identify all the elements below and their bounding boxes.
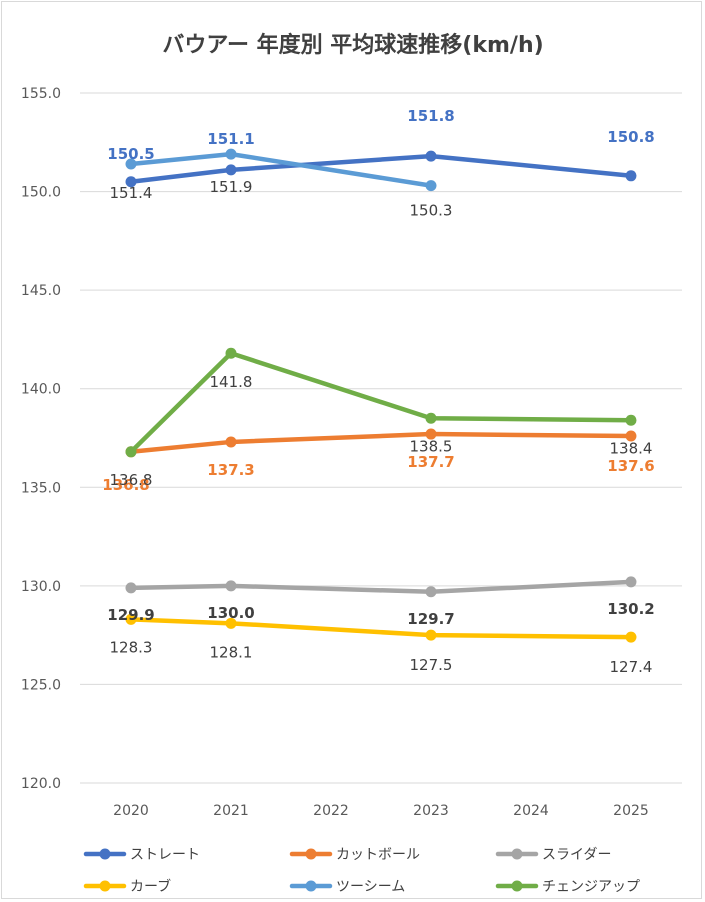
data-point (125, 582, 137, 594)
data-point (625, 631, 637, 643)
data-label: 151.4 (110, 184, 153, 202)
legend-item: スライダー (495, 847, 611, 863)
x-tick-label: 2022 (313, 803, 349, 819)
data-point (425, 412, 437, 424)
x-tick-label: 2024 (513, 803, 549, 819)
x-tick-label: 2021 (213, 803, 249, 819)
y-tick-label: 150.0 (21, 185, 61, 201)
data-point (625, 576, 637, 588)
data-point (125, 158, 137, 170)
x-tick-label: 2025 (613, 803, 649, 819)
series-5 (125, 148, 437, 192)
data-label: 138.5 (410, 437, 453, 455)
y-tick-label: 135.0 (21, 480, 61, 496)
chart-title: バウアー 年度別 平均球速推移(km/h) (162, 32, 543, 58)
data-label: 128.1 (210, 643, 253, 661)
legend-label: スライダー (542, 847, 611, 863)
series-4 (125, 613, 637, 643)
legend-label: ツーシーム (336, 879, 405, 895)
series-6 (125, 347, 637, 458)
data-label: 129.7 (407, 610, 454, 628)
y-tick-label: 125.0 (21, 677, 61, 693)
series-line (128, 431, 634, 455)
series-line (128, 153, 634, 184)
data-label: 141.8 (210, 373, 253, 391)
data-label: 130.2 (607, 600, 654, 618)
legend-label: カットボール (336, 847, 420, 863)
data-point (625, 414, 637, 426)
data-point (625, 170, 637, 182)
legend-marker (305, 848, 317, 860)
data-point (425, 150, 437, 162)
legend-marker (99, 880, 111, 892)
data-label: 136.8 (110, 471, 153, 489)
data-label: 137.7 (407, 453, 454, 471)
data-label: 137.3 (207, 461, 254, 479)
legend-item: ストレート (83, 847, 200, 863)
x-axis: 2020 2021 2022 2023 2024 2025 (113, 803, 649, 819)
data-point (125, 613, 137, 625)
data-label: 128.3 (110, 638, 153, 656)
data-label: 136.8 (102, 476, 149, 494)
legend-label: ストレート (130, 847, 200, 863)
data-labels: 151.4 151.9 151.8 150.8 136.8 137.3 137.7 137.6… (102, 107, 654, 676)
series-line (128, 617, 634, 640)
y-tick-label: 145.0 (21, 283, 61, 299)
data-point (225, 347, 237, 359)
legend-item: カットボール (289, 847, 420, 863)
legend-item: カーブ (83, 878, 171, 895)
data-point (425, 629, 437, 641)
data-point (225, 436, 237, 448)
y-tick-label: 155.0 (21, 86, 61, 102)
legend-marker (99, 848, 111, 860)
y-tick-label: 130.0 (21, 579, 61, 595)
y-tick-label: 120.0 (21, 776, 61, 792)
legend-label: カーブ (130, 878, 171, 895)
data-label: 137.6 (607, 457, 654, 475)
data-point (225, 580, 237, 592)
legend-label: チェンジアップ (542, 879, 640, 895)
y-axis: 120.0 125.0 130.0 135.0 140.0 145.0 150.0 155.0 (21, 86, 61, 792)
data-label: 129.9 (107, 606, 154, 624)
series-line (128, 579, 634, 595)
series-1 (125, 150, 637, 188)
x-tick-label: 2023 (413, 803, 449, 819)
data-point (225, 148, 237, 160)
data-label: 127.5 (410, 656, 453, 674)
data-label: 151.1 (207, 130, 254, 148)
x-tick-label: 2020 (113, 803, 149, 819)
data-label: 150.3 (410, 202, 453, 220)
series-2 (125, 428, 637, 458)
data-point (425, 586, 437, 598)
series-lines (125, 148, 637, 643)
legend-marker (305, 880, 317, 892)
series-3 (125, 576, 637, 598)
data-point (425, 428, 437, 440)
data-point (225, 164, 237, 176)
data-label: 127.4 (610, 658, 653, 676)
data-label: 151.9 (210, 178, 253, 196)
data-label: 130.0 (207, 604, 254, 622)
y-tick-label: 140.0 (21, 382, 61, 398)
legend-marker (511, 848, 523, 860)
data-label: 150.8 (607, 128, 654, 146)
data-point (425, 180, 437, 192)
series-line (128, 350, 634, 455)
data-label: 150.5 (107, 145, 154, 163)
data-point (625, 430, 637, 442)
data-label: 151.8 (407, 107, 454, 125)
data-point (125, 446, 137, 458)
legend-item: ツーシーム (289, 879, 405, 895)
data-label: 138.4 (610, 439, 653, 457)
data-point (225, 617, 237, 629)
data-point (125, 176, 137, 188)
legend-marker (511, 880, 523, 892)
legend-item: チェンジアップ (495, 879, 640, 895)
